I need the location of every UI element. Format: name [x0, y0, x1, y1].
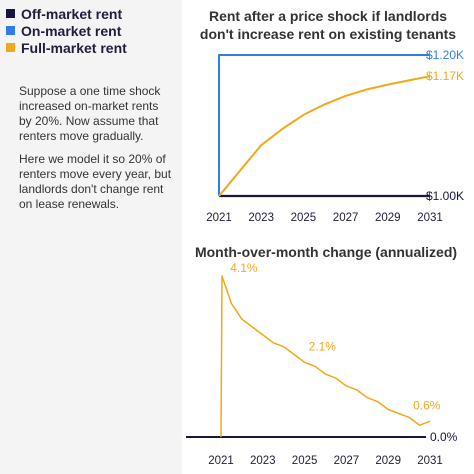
top-chart-title-line-2: don't increase rent on existing tenants [200, 26, 456, 42]
bottom-x-tick-label: 2025 [292, 455, 318, 467]
legend-swatch-full-market [6, 43, 15, 52]
top-chart-title-line-1: Rent after a price shock if landlords [209, 8, 447, 24]
top-x-tick-label: 2021 [206, 212, 232, 224]
legend-label-off-market: Off-market rent [21, 5, 123, 22]
legend-item-full-market: Full-market rent [6, 39, 127, 56]
series-line-full-market-rent [218, 75, 431, 197]
end-label-on-market-rent: $1.20K [426, 48, 464, 62]
top-chart: $1.00K $1.20K $1.17K 2021 2023 2025 2027 2029 20… [206, 48, 464, 224]
annotation-label: 0.6% [413, 398, 441, 412]
series-line-on-market-rent [218, 54, 430, 196]
note-shock: Suppose a one time shock increased on-ma… [19, 84, 161, 143]
top-x-tick-label: 2025 [291, 212, 317, 224]
bottom-x-tick-label: 2031 [417, 455, 443, 467]
top-x-tick-label: 2023 [248, 212, 274, 224]
bottom-chart: 0.0% 4.1% 2.1% 0.6% 2021 2023 2025 2027 2029 2031 [186, 261, 458, 467]
top-x-tick-label: 2029 [375, 212, 401, 224]
end-label-full-market-rent: $1.17K [426, 69, 464, 83]
notes: Suppose a one time shock increased on-ma… [19, 84, 174, 220]
bottom-x-tick-label: 2027 [334, 455, 360, 467]
bottom-x-tick-label: 2029 [375, 455, 401, 467]
annotation-label: 4.1% [230, 261, 258, 275]
end-label-off-market-rent: $1.00K [426, 189, 464, 203]
legend-label-full-market: Full-market rent [21, 39, 127, 56]
legend-swatch-off-market [6, 9, 15, 18]
explanation-panel: Off-market rent On-market rent Full-mark… [0, 0, 182, 474]
legend-swatch-on-market [6, 26, 15, 35]
legend-item-on-market: On-market rent [6, 22, 127, 39]
bottom-chart-title: Month-over-month change (annualized) [195, 244, 457, 260]
top-x-tick-label: 2027 [333, 212, 359, 224]
bottom-x-tick-label: 2021 [208, 455, 234, 467]
annotation-label: 2.1% [309, 340, 337, 354]
zero-baseline-label: 0.0% [430, 430, 458, 444]
legend: Off-market rent On-market rent Full-mark… [6, 5, 127, 56]
legend-label-on-market: On-market rent [21, 22, 122, 39]
top-x-tick-label: 2031 [417, 212, 443, 224]
legend-item-off-market: Off-market rent [6, 5, 127, 22]
bottom-x-tick-label: 2023 [250, 455, 276, 467]
note-model: Here we model it so 20% of renters move … [19, 152, 172, 211]
series-line-monthly-change [220, 275, 431, 438]
